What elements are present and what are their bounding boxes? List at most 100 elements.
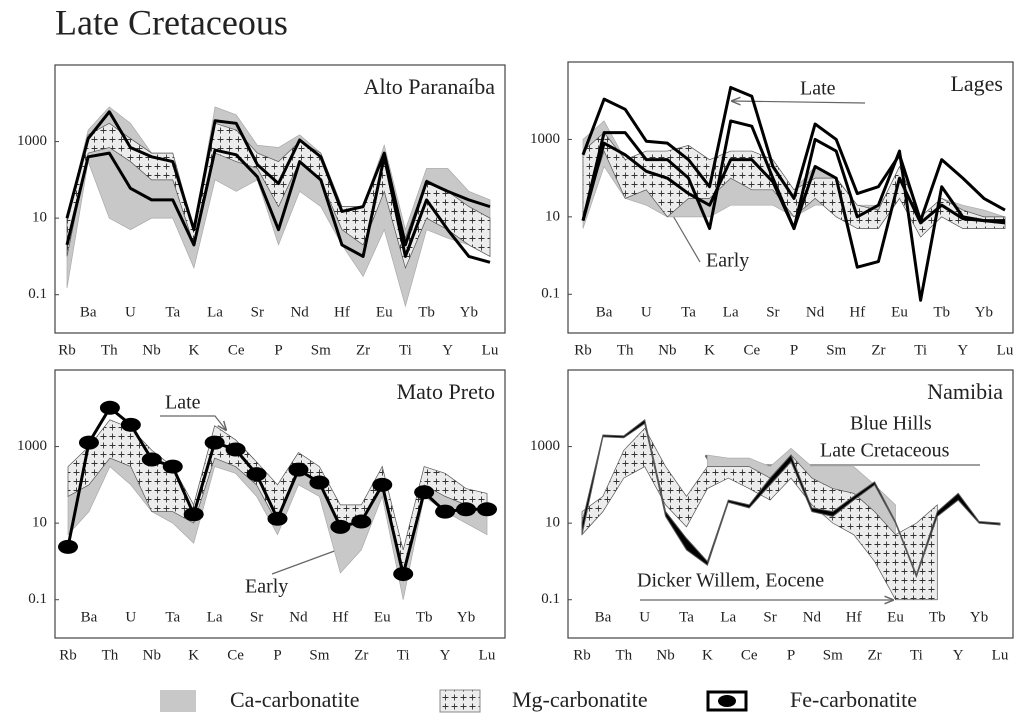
x-tick-label: Y <box>440 647 451 663</box>
x-tick-label: U <box>125 609 136 625</box>
x-tick-label: Yb <box>975 304 993 320</box>
x-tick-label: Yb <box>457 609 475 625</box>
x-tick-label: Lu <box>997 342 1014 358</box>
x-tick-label: Nd <box>289 609 308 625</box>
marker <box>183 507 204 522</box>
marker <box>225 442 246 457</box>
line <box>65 110 491 247</box>
x-tick-label: Sr <box>766 304 779 320</box>
y-tick-label: 10 <box>32 515 47 531</box>
x-tick-label: Hf <box>334 304 350 320</box>
y-tick-label: 0.1 <box>28 286 47 302</box>
frame <box>54 369 506 639</box>
line <box>65 148 491 264</box>
figure-title: Late Cretaceous <box>55 2 288 42</box>
x-tick-label: Ba <box>81 609 98 625</box>
x-tick-label: La <box>207 304 223 320</box>
x-tick-label: Tb <box>929 609 946 625</box>
x-tick-label: Ti <box>914 342 927 358</box>
x-tick-label: Nb <box>143 647 161 663</box>
x-tick-label: Lu <box>482 342 499 358</box>
x-tick-label: Sm <box>311 342 331 358</box>
x-tick-label: Sr <box>250 609 263 625</box>
x-tick-label: La <box>723 304 739 320</box>
annotation: Early <box>245 576 288 598</box>
x-tick-label: La <box>720 609 736 625</box>
marker <box>309 475 330 490</box>
x-tick-label: Zr <box>871 342 885 358</box>
band <box>582 132 1006 238</box>
x-tick-label: Zr <box>356 342 370 358</box>
x-tick-label: P <box>274 342 282 358</box>
y-tick-label: 1000 <box>17 133 47 149</box>
marker <box>393 566 414 581</box>
x-tick-label: P <box>790 342 798 358</box>
x-tick-label: Eu <box>887 609 904 625</box>
x-tick-label: U <box>125 304 136 320</box>
marker <box>78 435 99 450</box>
x-tick-label: K <box>188 342 199 358</box>
x-tick-label: Ba <box>80 304 97 320</box>
x-tick-label: Lu <box>479 647 496 663</box>
x-tick-label: K <box>704 342 715 358</box>
marker <box>120 417 141 432</box>
x-tick-label: Ba <box>595 609 612 625</box>
x-tick-label: Yb <box>460 304 478 320</box>
x-tick-label: Hf <box>332 609 348 625</box>
x-tick-label: Zr <box>354 647 368 663</box>
annotation: Early <box>706 250 749 272</box>
x-tick-label: Rb <box>574 342 592 358</box>
x-tick-label: Zr <box>868 647 882 663</box>
x-tick-label: Sm <box>309 647 329 663</box>
x-tick-label: Rb <box>58 342 76 358</box>
marker <box>330 519 351 534</box>
annotation: Late Cretaceous <box>820 440 950 462</box>
annotation-arrow <box>160 415 226 430</box>
x-tick-label: K <box>702 647 713 663</box>
x-tick-label: Nd <box>290 304 309 320</box>
marker <box>162 459 183 474</box>
x-tick-label: Hf <box>846 609 862 625</box>
x-tick-label: Sm <box>823 647 843 663</box>
x-tick-label: Th <box>617 342 634 358</box>
y-tick-label: 0.1 <box>541 591 560 607</box>
x-tick-label: Ta <box>681 304 696 320</box>
x-tick-label: La <box>207 609 223 625</box>
annotation: Late <box>800 78 836 100</box>
legend-swatch <box>160 690 196 712</box>
frame <box>54 64 506 334</box>
panel-title: Alto Paranaíba <box>364 74 496 99</box>
x-tick-label: Yb <box>970 609 988 625</box>
band <box>581 427 938 601</box>
marker <box>456 502 477 517</box>
marker <box>267 511 288 526</box>
panel: Alto Paranaíba 0.1 10 1000 Rb Ba Th U Nb Ta K La Ce S… <box>17 64 506 358</box>
x-tick-label: Ba <box>596 304 613 320</box>
x-tick-label: Th <box>102 647 119 663</box>
y-tick-label: 1000 <box>17 438 47 454</box>
panel: Lages 0.1 10 1000 Rb Ba Th U Nb Ta K La Ce Sr P Nd Sm Hf Z… <box>530 61 1014 358</box>
x-tick-label: Sr <box>251 304 264 320</box>
x-tick-label: Y <box>953 647 964 663</box>
x-tick-label: Tb <box>416 609 433 625</box>
legend-label: Mg-carbonatite <box>512 687 648 712</box>
annotation: Late <box>165 392 201 414</box>
x-tick-label: Nd <box>803 609 822 625</box>
y-tick-label: 1000 <box>530 131 560 147</box>
x-tick-label: Th <box>101 342 118 358</box>
marker <box>372 477 393 492</box>
x-tick-label: K <box>188 647 199 663</box>
x-tick-label: Ce <box>743 342 760 358</box>
x-tick-label: Ti <box>910 647 923 663</box>
x-tick-label: Th <box>615 647 632 663</box>
annotation: Dicker Willem, Eocene <box>637 570 824 592</box>
y-tick-label: 10 <box>545 515 560 531</box>
annotation-arrow <box>671 213 701 263</box>
marker <box>351 514 372 529</box>
x-tick-label: Nb <box>656 647 674 663</box>
x-tick-label: Eu <box>376 304 393 320</box>
x-tick-label: Nb <box>658 342 676 358</box>
line <box>581 85 1006 223</box>
x-tick-label: Sr <box>763 609 776 625</box>
legend-swatch <box>439 689 481 713</box>
